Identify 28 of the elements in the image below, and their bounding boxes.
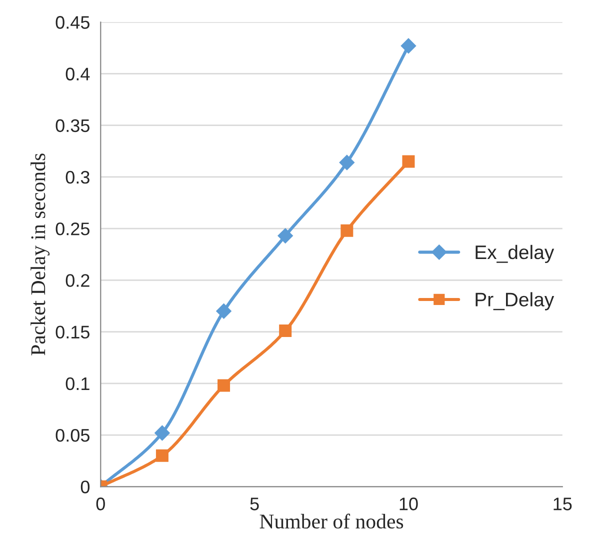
x-tick-label: 15 bbox=[554, 498, 572, 510]
point bbox=[400, 38, 416, 54]
x-axis-title: Number of nodes bbox=[260, 514, 404, 529]
y-tick-label: 0.1 bbox=[66, 377, 90, 390]
y-tick-label: 0.35 bbox=[56, 119, 90, 132]
point bbox=[156, 449, 168, 462]
y-tick-label: 0.25 bbox=[56, 222, 90, 236]
y-axis-title: Packet Delay in seconds bbox=[30, 154, 50, 356]
x-tick-label: 0 bbox=[96, 498, 105, 510]
y-tick-label: 0.15 bbox=[56, 326, 90, 339]
y-tick-label: 0.4 bbox=[66, 68, 90, 80]
legend-label: Ex_delay bbox=[476, 244, 554, 264]
legend-label: Pr_Delay bbox=[476, 292, 554, 310]
point bbox=[340, 224, 354, 237]
y-tick-label: 0.45 bbox=[56, 16, 90, 29]
point bbox=[279, 324, 292, 338]
point bbox=[402, 155, 415, 168]
point bbox=[218, 379, 230, 392]
point bbox=[278, 228, 293, 244]
y-tick-label: 0 bbox=[80, 480, 90, 494]
y-tick-label: 0.3 bbox=[66, 170, 90, 184]
y-tick-label: 0.05 bbox=[56, 428, 90, 442]
point bbox=[339, 154, 354, 170]
y-tick-label: 0.2 bbox=[66, 274, 90, 287]
point bbox=[216, 304, 232, 319]
x-tick-label: 10 bbox=[400, 498, 418, 510]
x-tick-label: 5 bbox=[250, 498, 259, 510]
point bbox=[154, 425, 170, 441]
